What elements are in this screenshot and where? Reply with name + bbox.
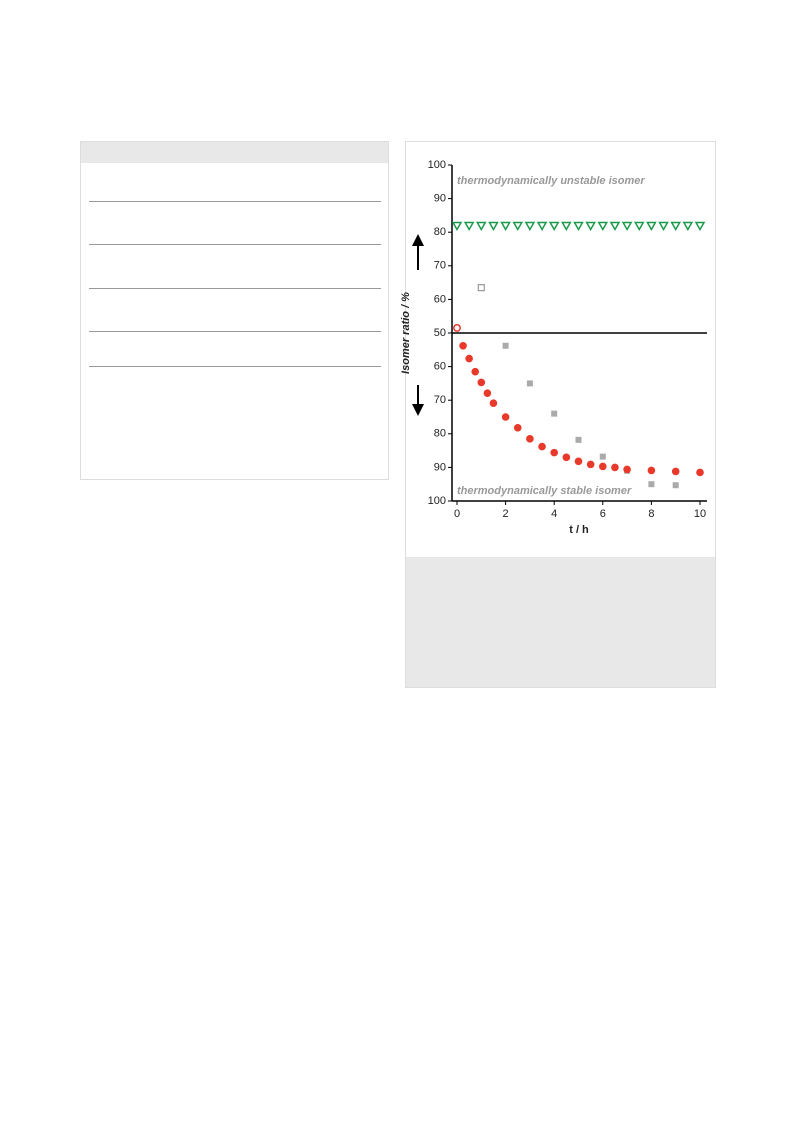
point: [463, 221, 475, 231]
point: [538, 442, 546, 451]
point: [648, 481, 655, 488]
point: [599, 453, 606, 460]
point: [694, 221, 706, 231]
y-tick-label: 90: [434, 193, 446, 205]
point: [633, 221, 645, 231]
point: [562, 453, 571, 462]
table-header: [81, 142, 388, 163]
point: [477, 284, 485, 292]
y-tick-label: 50: [434, 327, 446, 339]
y-tick-label: 60: [434, 293, 446, 305]
point: [489, 399, 498, 408]
point: [488, 221, 499, 231]
point: [574, 457, 583, 466]
point: [471, 367, 480, 376]
y2-tick-label: 90: [434, 461, 446, 473]
point: [477, 378, 486, 387]
annotation: thermodynamically stable isomer: [457, 485, 632, 497]
point: [597, 221, 609, 231]
x-tick-label: 2: [503, 508, 509, 520]
y2-tick-label: 70: [434, 394, 446, 406]
point: [513, 423, 522, 432]
point: [658, 221, 669, 231]
caption-area: [406, 557, 715, 687]
point: [609, 221, 621, 231]
point: [573, 221, 584, 231]
point: [670, 221, 681, 231]
point: [599, 462, 607, 471]
point: [476, 221, 487, 231]
figure-panel: [405, 141, 716, 688]
point: [501, 413, 510, 421]
point: [465, 354, 473, 363]
y-tick-label: 100: [428, 159, 446, 171]
point: [682, 221, 694, 231]
point: [500, 221, 511, 231]
point: [561, 221, 572, 231]
point: [671, 467, 680, 476]
x-tick-label: 0: [454, 508, 460, 520]
point: [585, 221, 596, 231]
x-tick-label: 6: [600, 508, 606, 520]
rule: [89, 201, 381, 202]
x-axis-label: t / h: [569, 524, 589, 536]
rule: [89, 331, 381, 332]
point: [548, 221, 560, 231]
y2-tick-label: 80: [434, 428, 446, 440]
point: [451, 221, 463, 231]
point: [550, 448, 558, 457]
point: [526, 435, 534, 443]
rule: [89, 288, 381, 289]
point: [524, 221, 536, 231]
point: [459, 341, 467, 350]
point: [512, 221, 524, 231]
point: [623, 465, 631, 474]
point: [611, 463, 619, 472]
point: [551, 410, 558, 417]
point: [696, 468, 704, 477]
point: [575, 436, 582, 443]
x-tick-label: 8: [648, 508, 654, 520]
y2-tick-label: 100: [428, 495, 446, 507]
rule: [89, 244, 381, 245]
y2-tick-label: 60: [434, 361, 446, 373]
table-panel: [80, 141, 389, 480]
rule: [89, 366, 381, 367]
y-tick-label: 70: [434, 260, 446, 272]
point: [647, 466, 656, 475]
point: [646, 221, 657, 231]
point: [672, 482, 679, 489]
y-axis-label: Isomer ratio / %: [400, 292, 412, 374]
point: [526, 380, 533, 387]
point: [621, 221, 633, 231]
annotation: thermodynamically unstable isomer: [457, 175, 645, 187]
x-tick-label: 4: [551, 508, 557, 520]
point: [502, 342, 509, 349]
point: [453, 324, 461, 332]
y-tick-label: 80: [434, 226, 446, 238]
point: [586, 460, 595, 469]
point: [536, 221, 548, 231]
point: [483, 389, 492, 397]
x-tick-label: 10: [694, 508, 706, 520]
